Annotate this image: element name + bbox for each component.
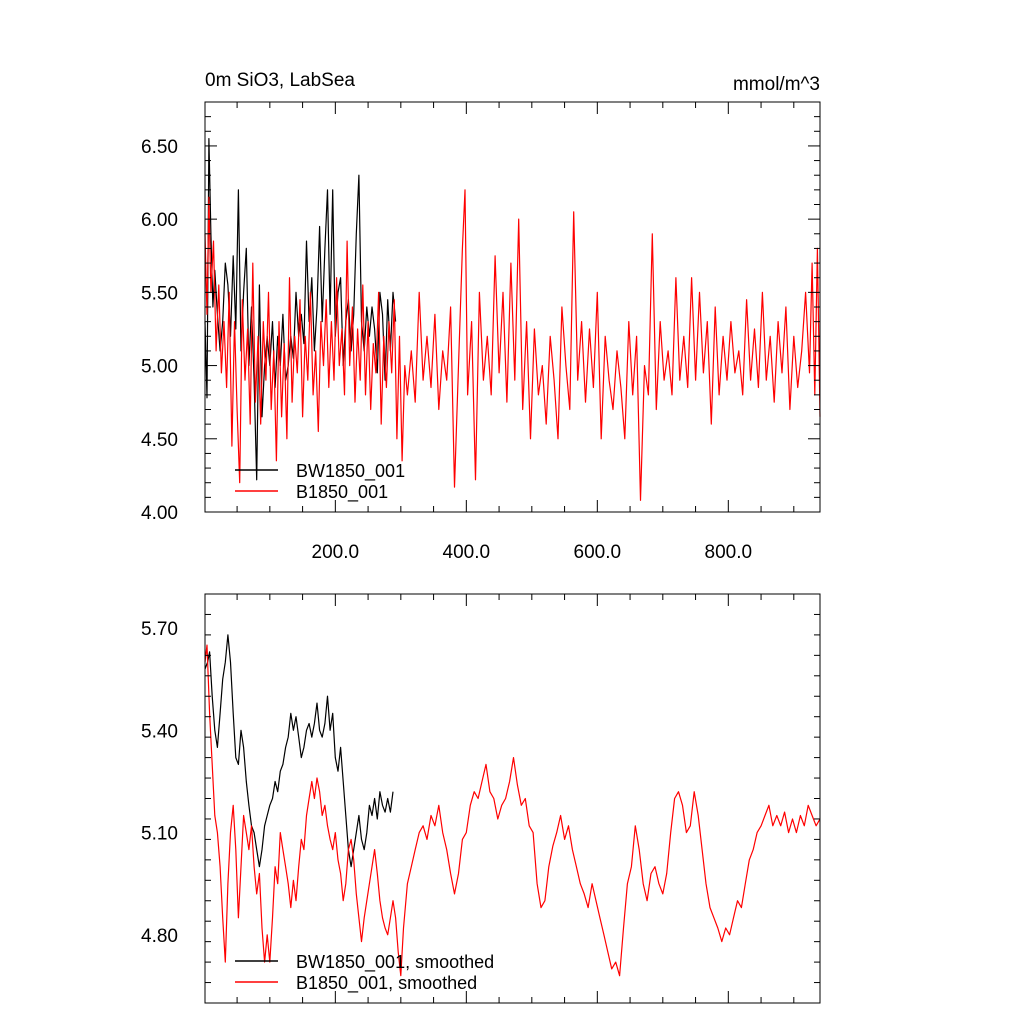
series-line-b1850 — [204, 189, 821, 501]
series-line-b1850 — [204, 644, 821, 977]
x-tick-label: 800.0 — [705, 542, 753, 563]
legend-label: BW1850_001, smoothed — [296, 952, 494, 973]
y-tick-label: 5.00 — [141, 357, 178, 378]
y-tick-label: 5.40 — [141, 721, 178, 742]
series-line-bw1850 — [204, 634, 394, 868]
y-tick-label: 5.10 — [141, 824, 178, 845]
units-label: mmol/m^3 — [733, 74, 820, 95]
x-tick-label: 600.0 — [574, 542, 622, 563]
panel-bottom: 4.80 5.10 5.40 5.70 BW1850_001, smoothedB185… — [141, 593, 821, 1004]
y-tick-label: 6.00 — [141, 210, 178, 231]
y-tick-label: 4.50 — [141, 430, 178, 451]
y-tick-label: 4.80 — [141, 926, 178, 947]
y-tick-label: 4.00 — [141, 503, 178, 524]
y-tick-label: 6.50 — [141, 137, 178, 158]
x-tick-label: 400.0 — [443, 542, 491, 563]
y-tick-label: 5.70 — [141, 619, 178, 640]
chart-title: 0m SiO3, LabSea — [205, 70, 355, 91]
legend-label: B1850_001, smoothed — [296, 973, 477, 994]
plot-frame — [204, 593, 821, 1004]
legend-label: BW1850_001 — [296, 461, 405, 482]
legend-label: B1850_001 — [296, 482, 388, 503]
y-tick-label: 5.50 — [141, 283, 178, 304]
panel-top: 200.0 400.0 600.0 800.0 4.00 4.50 5.00 5.50 6.00… — [141, 101, 821, 563]
x-tick-label: 200.0 — [312, 542, 360, 563]
